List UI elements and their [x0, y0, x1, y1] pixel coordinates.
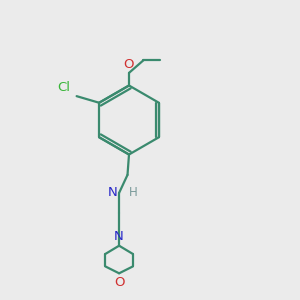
Text: N: N: [108, 186, 118, 200]
Text: Cl: Cl: [57, 81, 70, 94]
Text: H: H: [129, 185, 137, 199]
Text: O: O: [123, 58, 133, 71]
Text: O: O: [114, 276, 124, 289]
Text: N: N: [114, 230, 124, 243]
